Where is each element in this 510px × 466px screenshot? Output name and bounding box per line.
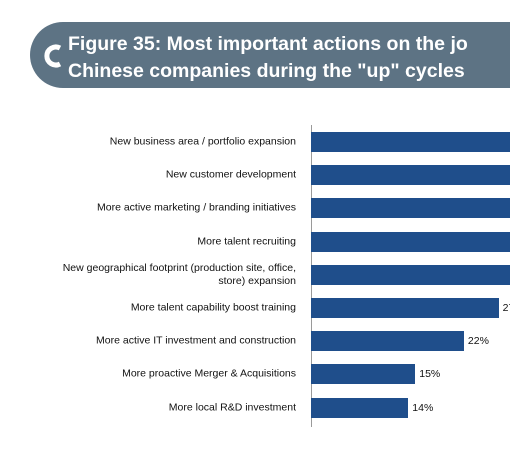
bar <box>311 264 510 285</box>
category-label: More active marketing / branding initiat… <box>96 201 296 214</box>
category-label: More talent capability boost training <box>130 301 296 314</box>
data-label: 27% <box>502 302 510 314</box>
bar <box>311 364 416 385</box>
chart-title: Figure 35: Most important actions on the… <box>68 33 468 82</box>
category-label: New geographical footprint (production s… <box>62 261 296 287</box>
bar <box>311 397 409 418</box>
category-label: New customer development <box>165 168 296 181</box>
bar <box>311 298 499 318</box>
title-banner <box>30 22 510 88</box>
category-label: More local R&D investment <box>168 401 296 414</box>
category-label: More talent recruiting <box>197 235 296 248</box>
bar <box>311 132 510 152</box>
category-label: New business area / portfolio expansion <box>109 135 296 148</box>
category-label: More proactive Merger & Acquisitions <box>122 367 296 380</box>
data-label: 22% <box>467 335 489 348</box>
data-label: 14% <box>412 401 434 414</box>
bar <box>311 198 510 219</box>
bar <box>311 165 510 186</box>
banner-icon <box>44 44 62 68</box>
bar <box>311 231 510 252</box>
data-label: 15% <box>419 368 441 381</box>
bar <box>311 331 464 352</box>
category-label: More active IT investment and constructi… <box>96 334 296 347</box>
